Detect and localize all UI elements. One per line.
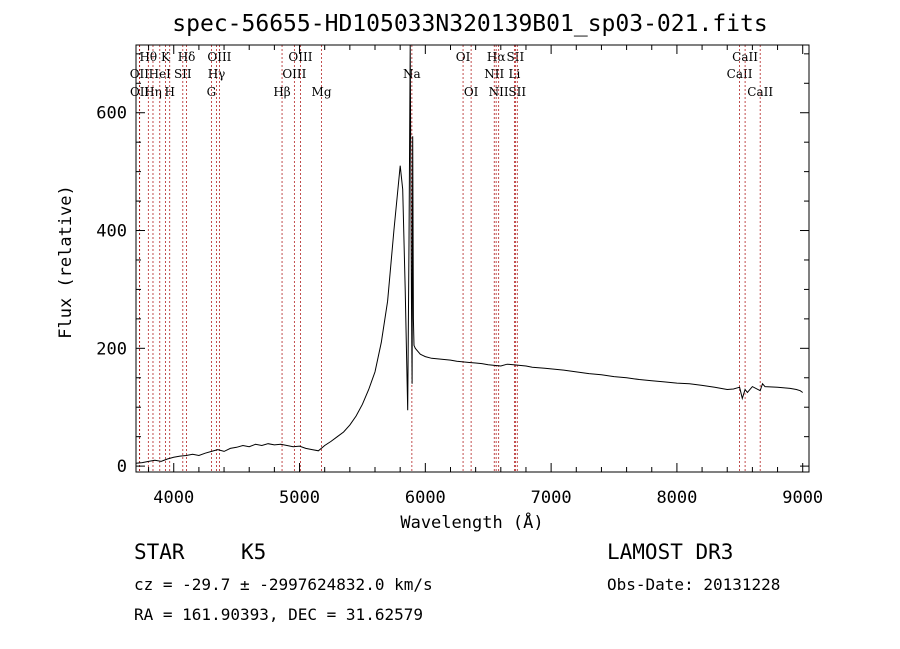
x-tick-label: 8000 xyxy=(656,488,697,508)
coordinates: RA = 161.90393, DEC = 31.62579 xyxy=(134,605,423,624)
line-marker-label: K xyxy=(161,50,171,64)
line-marker-label: OIII xyxy=(288,50,312,64)
line-marker-label: CaII xyxy=(747,85,773,99)
line-marker-label: OII xyxy=(130,85,150,99)
line-marker-label: Hθ xyxy=(139,50,157,64)
x-axis-label: Wavelength (Å) xyxy=(400,511,543,533)
y-tick-label: 0 xyxy=(117,457,127,477)
line-marker-label: G xyxy=(207,85,217,99)
x-tick-label: 9000 xyxy=(782,488,823,508)
line-marker-label: Hγ xyxy=(208,67,226,81)
y-tick-label: 600 xyxy=(96,104,127,124)
line-marker-label: HeI xyxy=(149,67,172,81)
y-axis: 0 200 400 600 xyxy=(96,53,809,477)
line-marker-label: CaII xyxy=(727,67,753,81)
y-tick-label: 400 xyxy=(96,222,127,242)
x-tick-label: 4000 xyxy=(153,488,194,508)
line-marker-label: H xyxy=(164,85,174,99)
line-marker-label: Hα xyxy=(487,50,506,64)
line-marker-label: Hβ xyxy=(273,85,290,99)
x-axis: 4000 5000 6000 7000 8000 9000 xyxy=(148,45,823,508)
line-marker-label: SII xyxy=(507,50,525,64)
line-marker-label: SII xyxy=(174,67,192,81)
x-tick-label: 5000 xyxy=(279,488,320,508)
object-class: STAR xyxy=(134,540,185,564)
line-marker-label: Hη xyxy=(144,85,162,99)
line-marker-label: OI xyxy=(456,50,471,64)
line-marker-label: SII xyxy=(508,85,526,99)
line-marker-label: OIII xyxy=(282,67,306,81)
line-marker-label: Mg xyxy=(312,85,332,99)
line-marker-label: NII xyxy=(489,85,509,99)
x-tick-label: 7000 xyxy=(531,488,572,508)
obs-date: Obs-Date: 20131228 xyxy=(607,575,781,594)
y-tick-label: 200 xyxy=(96,339,127,359)
redshift-readout: cz = -29.7 ± -2997624832.0 km/s xyxy=(134,575,433,594)
line-marker-label: OIII xyxy=(207,50,231,64)
line-marker-label: Li xyxy=(508,67,520,81)
survey-label: LAMOST DR3 xyxy=(607,540,734,564)
plot-frame xyxy=(135,44,810,473)
spectrum-line xyxy=(135,44,803,464)
line-marker-label: Hδ xyxy=(178,50,196,64)
line-marker-label: Na xyxy=(403,67,421,81)
object-subclass: K5 xyxy=(241,540,267,564)
chart-title: spec-56655-HD105033N320139B01_sp03-021.f… xyxy=(172,11,767,37)
line-markers: OIIOIIHθHηHeIKHSIIHδGHγOIIIHβOIIIOIIIMgN… xyxy=(130,45,773,472)
y-axis-label: Flux (relative) xyxy=(56,185,76,339)
line-marker-label: NII xyxy=(484,67,504,81)
line-marker-label: CaII xyxy=(732,50,758,64)
x-tick-label: 6000 xyxy=(405,488,446,508)
line-marker-label: OI xyxy=(464,85,479,99)
